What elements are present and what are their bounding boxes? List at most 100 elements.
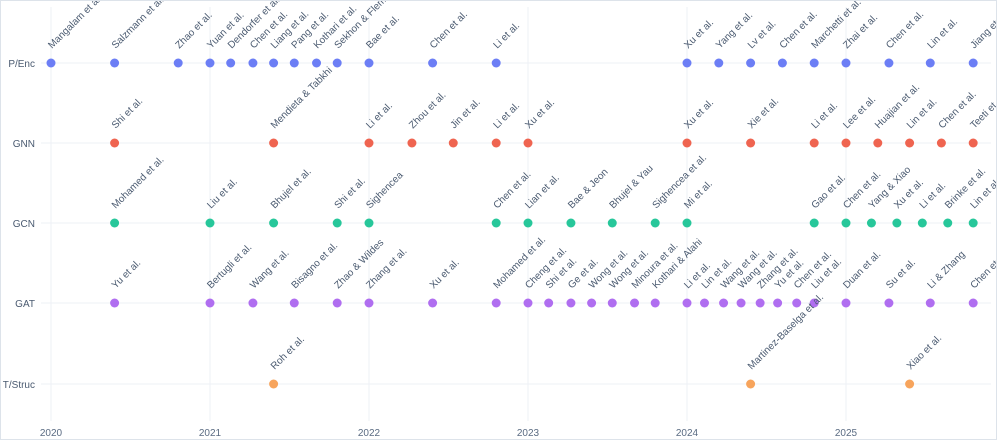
data-point[interactable] [205, 218, 215, 228]
data-point[interactable] [773, 298, 783, 308]
data-point[interactable] [332, 218, 342, 228]
data-point[interactable] [587, 298, 597, 308]
point-label: Lee et al. [841, 94, 878, 131]
data-point[interactable] [777, 58, 787, 68]
data-point[interactable] [968, 138, 978, 148]
data-point[interactable] [714, 58, 724, 68]
data-point[interactable] [841, 218, 851, 228]
data-point[interactable] [809, 138, 819, 148]
point-label: Bae & Jeon [566, 167, 610, 211]
data-point[interactable] [936, 138, 946, 148]
data-point[interactable] [332, 298, 342, 308]
data-point[interactable] [917, 218, 927, 228]
data-point[interactable] [884, 58, 894, 68]
data-point[interactable] [491, 138, 501, 148]
data-point[interactable] [841, 58, 851, 68]
data-point[interactable] [173, 58, 183, 68]
data-point[interactable] [332, 58, 342, 68]
data-point[interactable] [682, 58, 692, 68]
point-label: Li et al. [492, 21, 523, 52]
data-point[interactable] [248, 58, 258, 68]
data-point[interactable] [205, 58, 215, 68]
data-point[interactable] [873, 138, 883, 148]
data-point[interactable] [205, 298, 215, 308]
data-point[interactable] [110, 58, 120, 68]
data-point[interactable] [866, 218, 876, 228]
data-point[interactable] [682, 298, 692, 308]
data-point[interactable] [943, 218, 953, 228]
data-point[interactable] [523, 218, 533, 228]
data-point[interactable] [755, 298, 765, 308]
point-label: Shi et al. [333, 176, 368, 211]
data-point[interactable] [269, 218, 279, 228]
data-point[interactable] [892, 218, 902, 228]
data-point[interactable] [289, 58, 299, 68]
data-point[interactable] [968, 58, 978, 68]
data-point[interactable] [226, 58, 236, 68]
data-point[interactable] [110, 218, 120, 228]
data-point[interactable] [566, 218, 576, 228]
data-point[interactable] [905, 138, 915, 148]
data-point[interactable] [841, 298, 851, 308]
data-point[interactable] [809, 298, 819, 308]
data-point[interactable] [544, 298, 554, 308]
data-point[interactable] [841, 138, 851, 148]
x-tick-label: 2025 [835, 428, 858, 439]
point-label: Chen et al. [428, 9, 470, 51]
data-point[interactable] [428, 298, 438, 308]
data-point[interactable] [607, 218, 617, 228]
data-point[interactable] [110, 138, 120, 148]
data-point[interactable] [364, 58, 374, 68]
data-point[interactable] [46, 58, 56, 68]
data-point[interactable] [719, 298, 729, 308]
point-label: Chen et al. [884, 9, 926, 51]
data-point[interactable] [566, 298, 576, 308]
data-point[interactable] [650, 218, 660, 228]
data-point[interactable] [968, 298, 978, 308]
point-label: Lv et al. [746, 19, 779, 52]
data-point[interactable] [248, 298, 258, 308]
data-point[interactable] [809, 58, 819, 68]
data-point[interactable] [491, 298, 501, 308]
data-point[interactable] [809, 218, 819, 228]
data-point[interactable] [364, 138, 374, 148]
data-point[interactable] [925, 298, 935, 308]
data-point[interactable] [699, 298, 709, 308]
data-point[interactable] [925, 58, 935, 68]
data-point[interactable] [682, 138, 692, 148]
point-label: Xie et al. [746, 96, 781, 131]
point-label: Salzmann et al. [110, 1, 167, 51]
data-point[interactable] [491, 218, 501, 228]
data-point[interactable] [736, 298, 746, 308]
data-point[interactable] [884, 298, 894, 308]
data-point[interactable] [428, 58, 438, 68]
data-point[interactable] [269, 138, 279, 148]
data-point[interactable] [289, 298, 299, 308]
data-point[interactable] [682, 218, 692, 228]
data-point[interactable] [792, 298, 802, 308]
data-point[interactable] [269, 379, 279, 389]
data-point[interactable] [905, 379, 915, 389]
data-point[interactable] [448, 138, 458, 148]
data-point[interactable] [269, 58, 279, 68]
point-label: Li et al. [810, 101, 841, 132]
data-point[interactable] [312, 58, 322, 68]
data-point[interactable] [110, 298, 120, 308]
data-point[interactable] [607, 298, 617, 308]
point-label: Wang et al. [248, 248, 291, 291]
data-point[interactable] [523, 138, 533, 148]
data-point[interactable] [630, 298, 640, 308]
point-layer [46, 58, 978, 389]
data-point[interactable] [746, 58, 756, 68]
data-point[interactable] [407, 138, 417, 148]
data-point[interactable] [364, 218, 374, 228]
x-tick-label: 2024 [676, 428, 699, 439]
data-point[interactable] [746, 138, 756, 148]
data-point[interactable] [523, 298, 533, 308]
data-point[interactable] [491, 58, 501, 68]
data-point[interactable] [650, 298, 660, 308]
data-point[interactable] [364, 298, 374, 308]
data-point[interactable] [746, 379, 756, 389]
data-point[interactable] [968, 218, 978, 228]
